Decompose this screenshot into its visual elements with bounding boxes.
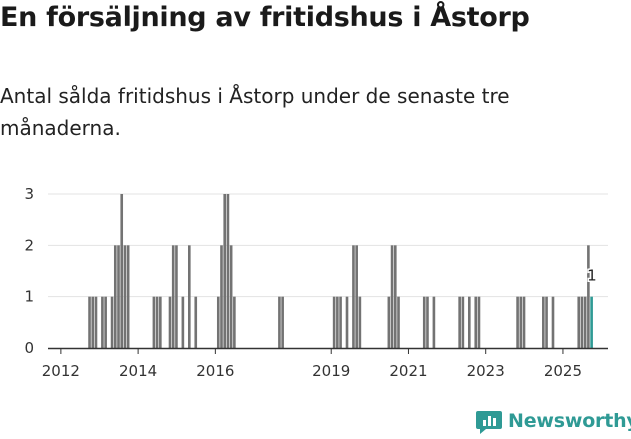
- x-tick-label: 2019: [312, 362, 350, 380]
- bar: [155, 296, 159, 348]
- bar: [422, 296, 426, 348]
- bar: [426, 296, 429, 348]
- bar: [194, 296, 198, 348]
- x-tick-label: 2023: [467, 362, 505, 380]
- bar: [152, 296, 156, 348]
- bar: [474, 296, 478, 348]
- bar: [171, 245, 175, 348]
- bar: [216, 296, 220, 348]
- brand-name: Newsworthy: [508, 410, 631, 432]
- annotations: 1: [586, 265, 599, 286]
- bar: [175, 245, 178, 348]
- bar: [223, 194, 227, 348]
- y-tick-label: 1: [24, 288, 34, 306]
- bars: [88, 194, 593, 348]
- newsworthy-brand: Newsworthy: [476, 408, 631, 434]
- bar: [229, 245, 233, 348]
- bar: [358, 296, 362, 348]
- bar: [110, 296, 114, 348]
- bar: [88, 296, 91, 348]
- bar: [477, 296, 481, 348]
- y-tick-label: 2: [24, 236, 34, 254]
- x-tick-label: 2025: [544, 362, 582, 380]
- bar: [120, 194, 124, 348]
- bar: [352, 245, 355, 348]
- x-tick-label: 2012: [42, 362, 80, 380]
- newsworthy-logo-icon: [476, 411, 502, 434]
- bar: [117, 245, 120, 348]
- bar-highlight: [590, 296, 593, 348]
- bar: [577, 296, 581, 348]
- bar-chart: 0 1 2 3 2012 2014 2016 2019 2021 2023 2025 1: [24, 185, 608, 380]
- y-axis-labels: 0 1 2 3: [24, 185, 34, 357]
- bar: [332, 296, 336, 348]
- bar: [432, 296, 436, 348]
- bar: [181, 296, 185, 348]
- bar: [220, 245, 223, 348]
- bar: [281, 296, 284, 348]
- bar: [159, 296, 162, 348]
- bar: [101, 296, 104, 348]
- bar: [516, 296, 519, 348]
- bar: [94, 296, 98, 348]
- bar: [583, 296, 587, 348]
- chart-subtitle: Antal sålda fritidshus i Åstorp under de…: [0, 84, 510, 140]
- gridlines: [48, 193, 608, 298]
- bar: [458, 296, 461, 348]
- bar: [587, 245, 590, 348]
- bar: [519, 296, 523, 348]
- bar: [104, 296, 107, 348]
- x-tick-label: 2021: [389, 362, 427, 380]
- bar: [545, 296, 548, 348]
- page-title: En försäljning av fritidshus i Åstorp: [0, 2, 530, 33]
- bar: [468, 296, 471, 348]
- y-tick-label: 0: [24, 339, 34, 357]
- data-label: 1: [587, 267, 597, 285]
- bar: [188, 245, 191, 348]
- x-tick-label: 2016: [196, 362, 234, 380]
- bar: [168, 296, 172, 348]
- bar: [522, 296, 526, 348]
- bar: [345, 296, 349, 348]
- bar: [461, 296, 465, 348]
- bar: [393, 245, 397, 348]
- bar: [336, 296, 339, 348]
- bar: [397, 296, 400, 348]
- bar: [390, 245, 394, 348]
- bar: [126, 245, 130, 348]
- bar: [542, 296, 545, 348]
- bar: [91, 296, 95, 348]
- x-axis: 2012 2014 2016 2019 2021 2023 2025: [42, 347, 608, 380]
- bar: [551, 296, 555, 348]
- bar: [387, 296, 391, 348]
- bar: [113, 245, 117, 348]
- bar: [339, 296, 342, 348]
- bar: [123, 245, 127, 348]
- bar: [278, 296, 281, 348]
- bar: [355, 245, 358, 348]
- y-tick-label: 3: [24, 185, 34, 203]
- bar: [233, 296, 236, 348]
- x-tick-label: 2014: [119, 362, 157, 380]
- bar: [226, 194, 230, 348]
- bar: [580, 296, 584, 348]
